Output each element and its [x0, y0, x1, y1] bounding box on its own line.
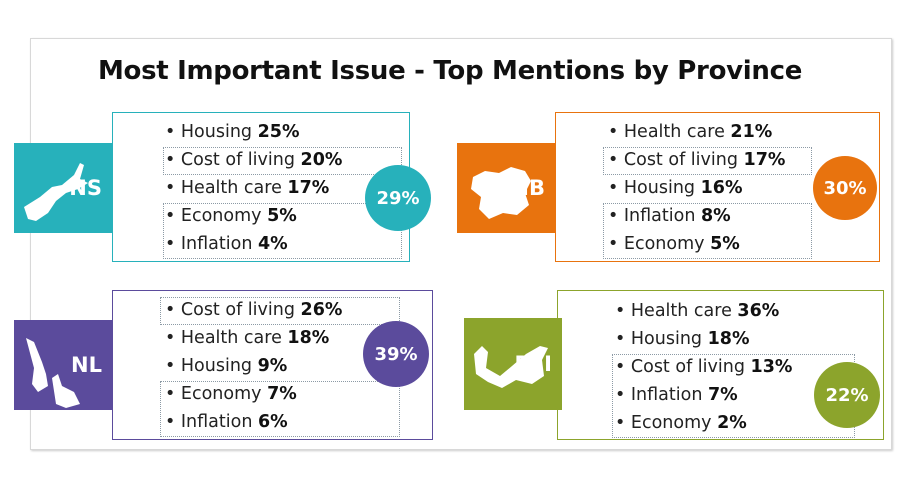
issue-label: Inflation — [623, 206, 696, 226]
highlight-group-outline — [160, 297, 400, 325]
province-label-block: NB — [457, 143, 555, 233]
issue-value: 7% — [267, 384, 297, 404]
issue-value: 2% — [717, 413, 747, 433]
issue-value: 18% — [287, 328, 330, 348]
issue-item: • Inflation 6% — [165, 412, 288, 432]
issue-label: Inflation — [630, 385, 703, 405]
province-abbr: PEI — [514, 352, 552, 376]
page-title: Most Important Issue - Top Mentions by P… — [97, 56, 803, 86]
issue-value: 17% — [743, 150, 786, 170]
province-abbr: NB — [511, 176, 545, 200]
province-label-block: PEI — [464, 318, 562, 410]
highlight-group-outline — [163, 203, 402, 259]
issue-value: 26% — [300, 300, 343, 320]
issue-item: • Economy 2% — [615, 413, 747, 433]
issue-label: Economy — [180, 384, 262, 404]
highlight-group-outline — [160, 381, 400, 437]
province-abbr: NS — [69, 176, 102, 200]
issue-item: • Housing 9% — [165, 356, 288, 376]
issue-item: • Inflation 4% — [165, 234, 288, 254]
issue-label: Housing — [180, 122, 253, 142]
issue-item: • Cost of living 13% — [615, 357, 793, 377]
issue-value: 36% — [737, 301, 780, 321]
issue-value: 5% — [710, 234, 740, 254]
issue-value: 5% — [267, 206, 297, 226]
issue-value: 13% — [750, 357, 793, 377]
issue-item: • Inflation 7% — [615, 385, 738, 405]
issue-label: Cost of living — [623, 150, 738, 170]
issue-value: 25% — [257, 122, 300, 142]
issue-label: Housing — [623, 178, 696, 198]
issue-label: Inflation — [180, 412, 253, 432]
issue-item: • Inflation 8% — [608, 206, 731, 226]
issue-label: Housing — [630, 329, 703, 349]
issue-value: 17% — [287, 178, 330, 198]
nova-scotia-map-icon — [24, 163, 88, 221]
issue-value: 16% — [700, 178, 743, 198]
issue-label: Cost of living — [180, 150, 295, 170]
slide-frame — [30, 38, 892, 450]
overall-percent-badge: 39% — [363, 321, 429, 387]
new-brunswick-map-icon — [471, 167, 531, 219]
highlight-group-outline — [163, 147, 402, 175]
issue-label: Economy — [630, 413, 712, 433]
highlight-group-outline — [603, 203, 812, 259]
issue-item: • Housing 18% — [615, 329, 750, 349]
issue-item: • Cost of living 26% — [165, 300, 343, 320]
issue-item: • Health care 17% — [165, 178, 330, 198]
issue-value: 6% — [258, 412, 288, 432]
issue-label: Economy — [623, 234, 705, 254]
issue-label: Inflation — [180, 234, 253, 254]
issue-item: • Economy 5% — [165, 206, 297, 226]
issue-value: 7% — [708, 385, 738, 405]
issue-item: • Housing 16% — [608, 178, 743, 198]
issue-value: 4% — [258, 234, 288, 254]
issue-label: Health care — [630, 301, 732, 321]
issue-value: 9% — [257, 356, 288, 376]
overall-percent-badge: 30% — [813, 156, 877, 220]
issue-item: • Cost of living 20% — [165, 150, 343, 170]
issue-value: 20% — [300, 150, 343, 170]
newfoundland-labrador-map-icon — [26, 338, 80, 408]
issue-label: Health care — [180, 328, 282, 348]
issue-item: • Economy 5% — [608, 234, 740, 254]
issue-label: Health care — [623, 122, 725, 142]
issue-value: 21% — [730, 122, 773, 142]
issue-item: • Cost of living 17% — [608, 150, 786, 170]
issue-label: Health care — [180, 178, 282, 198]
issue-item: • Health care 21% — [608, 122, 773, 142]
issue-value: 8% — [701, 206, 731, 226]
issues-box — [112, 112, 410, 262]
issue-item: • Health care 36% — [615, 301, 780, 321]
issue-item: • Economy 7% — [165, 384, 297, 404]
overall-percent-badge: 29% — [365, 165, 431, 231]
issue-item: • Housing 25% — [165, 122, 300, 142]
issue-item: • Health care 18% — [165, 328, 330, 348]
issue-label: Cost of living — [630, 357, 745, 377]
province-label-block: NL — [14, 320, 112, 410]
pei-map-icon — [474, 346, 548, 388]
province-label-block: NS — [14, 143, 112, 233]
issue-value: 18% — [707, 329, 750, 349]
overall-percent-badge: 22% — [814, 362, 880, 428]
issue-label: Economy — [180, 206, 262, 226]
issue-label: Cost of living — [180, 300, 295, 320]
issue-label: Housing — [180, 356, 253, 376]
province-abbr: NL — [71, 353, 102, 377]
highlight-group-outline — [603, 147, 812, 175]
